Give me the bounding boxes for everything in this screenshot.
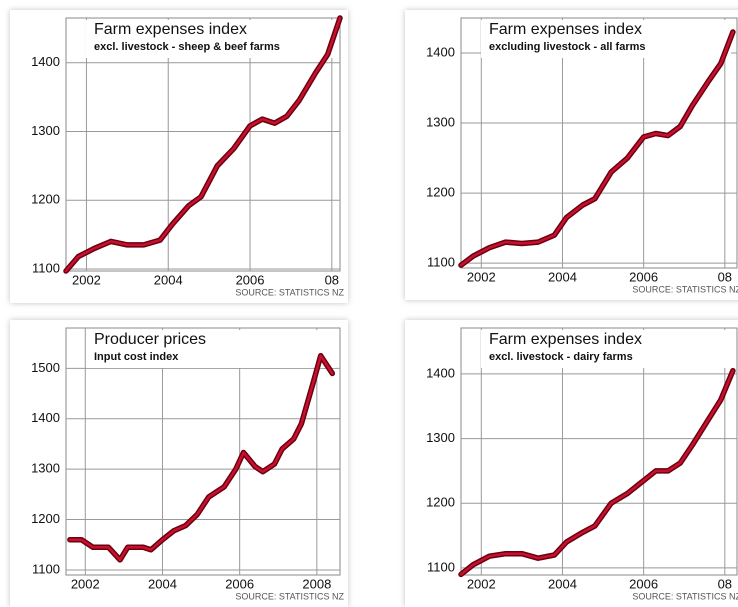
chart-panel: 1100 1200 1300 1400 2002 2004 2006 08 Farm expen… bbox=[405, 10, 738, 300]
chart-subtitle: excl. livestock - sheep & beef farms bbox=[94, 41, 280, 53]
x-tick-label: 08 bbox=[325, 272, 339, 287]
source: SOURCE: STATISTICS NZ bbox=[235, 591, 344, 601]
y-tick-label: 1400 bbox=[31, 54, 60, 69]
x-tick-label: 2006 bbox=[629, 576, 658, 591]
line bbox=[459, 369, 735, 576]
title-bg bbox=[86, 20, 336, 58]
y-tick-label: 1100 bbox=[427, 559, 455, 574]
y-tick-label: 1200 bbox=[426, 185, 455, 200]
x-tick-label: 2006 bbox=[629, 269, 658, 284]
x-tick-label: 2006 bbox=[236, 272, 265, 287]
chart-subtitle: excluding livestock - all farms bbox=[489, 41, 646, 53]
x-tick-label: 2006 bbox=[225, 576, 254, 591]
x-tick-label: 2002 bbox=[71, 576, 100, 591]
chart-title: Farm expenses index bbox=[489, 331, 642, 348]
source: SOURCE: STATISTICS NZ bbox=[632, 591, 738, 601]
y-tick-label: 1300 bbox=[426, 430, 455, 445]
y-tick-label: 1500 bbox=[31, 360, 60, 375]
chart-panel: 1100 1200 1300 1400 1500 2002 2004 2006 2008 Prod… bbox=[10, 320, 348, 607]
y-tick-label: 1200 bbox=[426, 495, 455, 510]
y-tick-label: 1300 bbox=[426, 114, 455, 129]
x-tick-label: 2004 bbox=[548, 576, 577, 591]
x-tick-label: 2002 bbox=[72, 272, 101, 287]
x-tick-label: 08 bbox=[718, 269, 732, 284]
chart-title: Farm expenses index bbox=[94, 21, 247, 38]
chart-title: Farm expenses index bbox=[489, 21, 642, 38]
source: SOURCE: STATISTICS NZ bbox=[235, 287, 344, 297]
line bbox=[459, 30, 735, 267]
title-bg bbox=[86, 330, 336, 368]
x-tick-label: 2008 bbox=[302, 576, 331, 591]
plot-area bbox=[460, 327, 738, 576]
x-tick-label: 2004 bbox=[548, 269, 577, 284]
y-tick-label: 1100 bbox=[32, 260, 60, 275]
plot-area bbox=[65, 17, 341, 272]
y-tick-label: 1100 bbox=[427, 255, 455, 270]
y-tick-label: 1200 bbox=[31, 511, 60, 526]
y-tick-label: 1100 bbox=[32, 561, 60, 576]
line bbox=[64, 16, 342, 273]
y-tick-label: 1400 bbox=[31, 410, 60, 425]
source: SOURCE: STATISTICS NZ bbox=[632, 284, 738, 294]
y-tick-label: 1200 bbox=[31, 192, 60, 207]
title-bg bbox=[481, 330, 731, 368]
chart-panel: 1100 1200 1300 1400 2002 2004 2006 08 Farm expen… bbox=[405, 320, 738, 607]
plot-area bbox=[460, 17, 738, 269]
plot-area bbox=[65, 327, 341, 576]
chart-subtitle: Input cost index bbox=[94, 351, 179, 363]
x-tick-label: 2002 bbox=[467, 576, 496, 591]
y-tick-label: 1400 bbox=[426, 365, 455, 380]
y-tick-label: 1400 bbox=[426, 44, 455, 59]
x-tick-label: 2004 bbox=[154, 272, 183, 287]
x-tick-label: 08 bbox=[718, 576, 732, 591]
y-tick-label: 1300 bbox=[31, 123, 60, 138]
chart-panel: 1100 1200 1300 1400 2002 2004 2006 08 Farm expen… bbox=[10, 10, 348, 303]
chart-subtitle: excl. livestock - dairy farms bbox=[489, 351, 633, 363]
x-tick-label: 2002 bbox=[467, 269, 496, 284]
title-bg bbox=[481, 20, 731, 58]
chart-title: Producer prices bbox=[94, 331, 206, 348]
line bbox=[68, 354, 334, 562]
y-tick-label: 1300 bbox=[31, 461, 60, 476]
x-tick-label: 2004 bbox=[148, 576, 177, 591]
